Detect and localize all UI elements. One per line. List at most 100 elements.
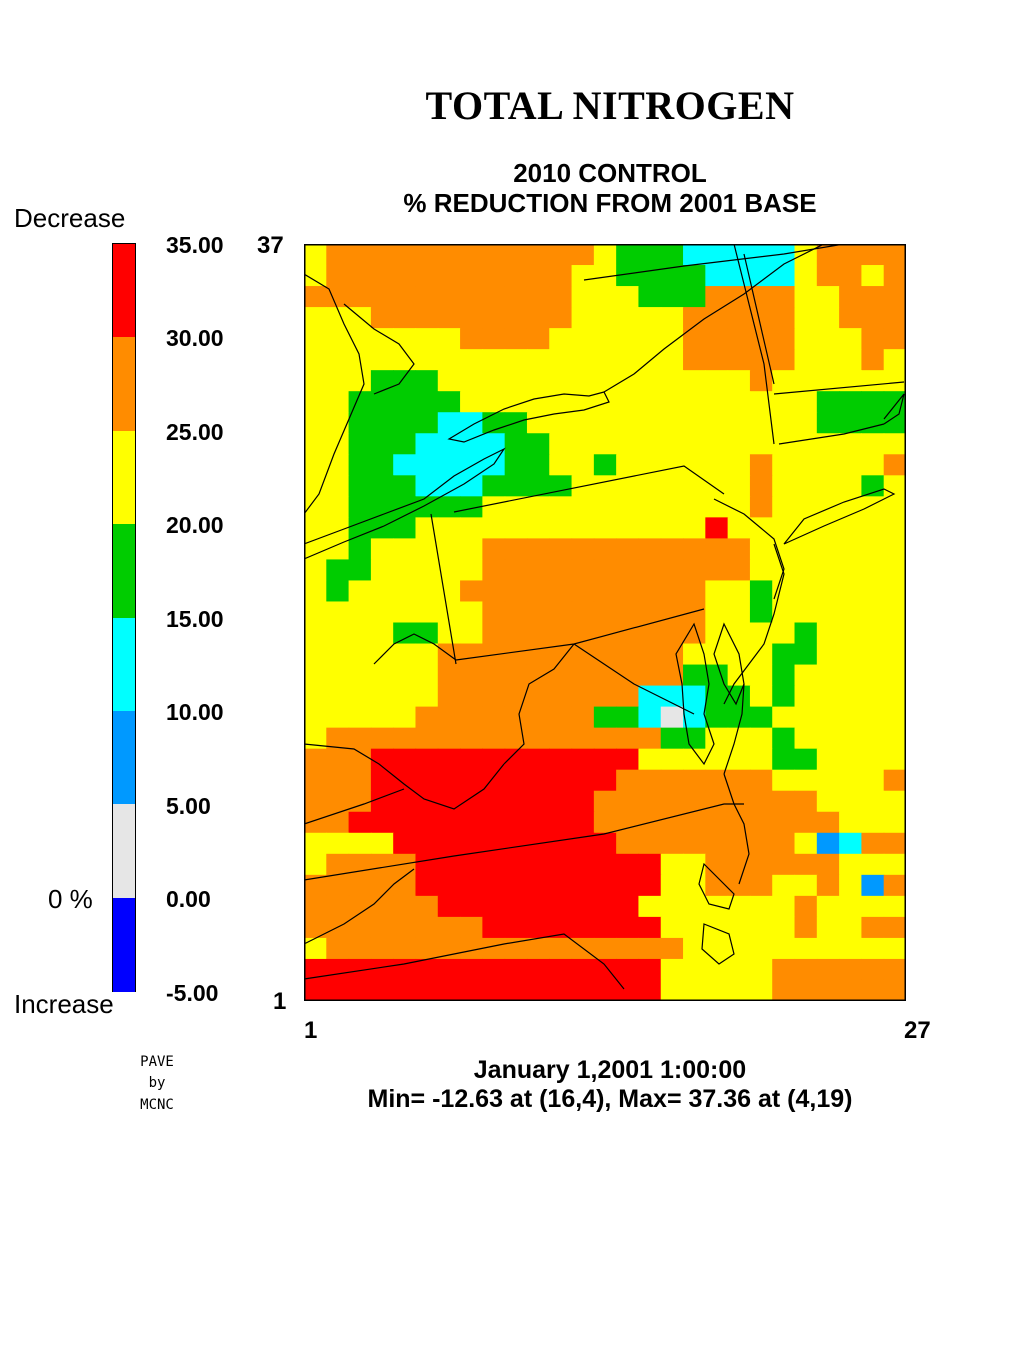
map-cell [326,286,350,308]
map-cell [794,748,818,771]
map-cell [616,496,640,518]
map-cell [593,454,617,476]
map-cell [861,853,885,876]
map-cell [393,769,417,792]
map-cell [727,475,751,497]
map-cell [683,664,706,687]
map-cell [504,622,528,645]
map-cell [304,979,327,1001]
map-cell [638,496,662,518]
map-cell [727,307,751,329]
map-cell [304,685,327,708]
map-cell [616,685,640,708]
map-cell [660,559,684,582]
map-cell [772,937,796,960]
map-cell [772,349,796,371]
map-cell [482,391,506,413]
map-cell [616,769,640,792]
map-cell [883,538,906,561]
map-cell [839,748,863,771]
map-cell [749,496,773,518]
map-cell [482,937,506,960]
map-cell [638,370,662,392]
map-cell [415,664,439,687]
map-cell [772,601,796,624]
map-cell [749,433,773,455]
map-cell [816,832,840,855]
map-cell [705,244,729,266]
credit-line: by [148,1075,166,1091]
map-cell [549,832,573,855]
map-cell [370,706,394,729]
map-cell [370,832,394,855]
map-cell [861,790,885,813]
map-cell [304,265,327,287]
map-cell [861,580,885,603]
map-cell [437,958,461,981]
map-cell [749,748,773,771]
map-cell [794,643,818,666]
map-cell [549,769,573,792]
map-cell [370,349,394,371]
map-cell [304,538,327,561]
colorbar-segment [113,244,135,338]
map-cell [571,454,595,476]
map-cell [437,580,461,603]
map-cell [482,454,506,476]
map-cell [504,853,528,876]
map-cell [348,916,372,939]
colorbar-segment [113,617,135,712]
map-cell [861,538,885,561]
map-cell [504,244,528,266]
map-cell [370,433,394,455]
map-cell [638,538,662,561]
map-cell [749,391,773,413]
map-cell [861,706,885,729]
map-cell [705,370,729,392]
map-cell [816,769,840,792]
map-cell [839,958,863,981]
map-cell [437,622,461,645]
map-cell [772,874,796,897]
map-cell [304,307,327,329]
map-cell [460,580,483,603]
map-cell [638,685,662,708]
map-cell [526,538,550,561]
map-cell [526,307,550,329]
map-cell [504,265,528,287]
map-cell [683,244,706,266]
map-cell [861,454,885,476]
map-cell [660,664,684,687]
map-cell [593,916,617,939]
map-cell [794,580,818,603]
lake-ontario-outline [447,391,610,443]
map-cell [816,475,840,497]
map-cell [616,811,640,834]
map-cell [504,769,528,792]
map-cell [727,853,751,876]
map-cell [839,391,863,413]
credit-line: PAVE [140,1054,174,1070]
map-cell [861,727,885,750]
lake-erie-outline [304,447,506,560]
map-cell [839,244,863,266]
map-cell [437,748,461,771]
map-cell [749,727,773,750]
map-cell [861,874,885,897]
map-cell [415,979,439,1001]
map-cell [304,286,327,308]
map-cell [437,265,461,287]
map-cell [727,412,751,434]
map-cell [348,706,372,729]
map-cell [883,559,906,582]
colorbar-segment [113,804,135,899]
map-cell [772,622,796,645]
map-cell [683,307,706,329]
albemarle-sound [698,862,735,910]
map-cell [526,370,550,392]
map-cell [571,580,595,603]
map-cells [304,244,906,1001]
map-cell [437,517,461,539]
map-cell [839,706,863,729]
map-cell [549,412,573,434]
